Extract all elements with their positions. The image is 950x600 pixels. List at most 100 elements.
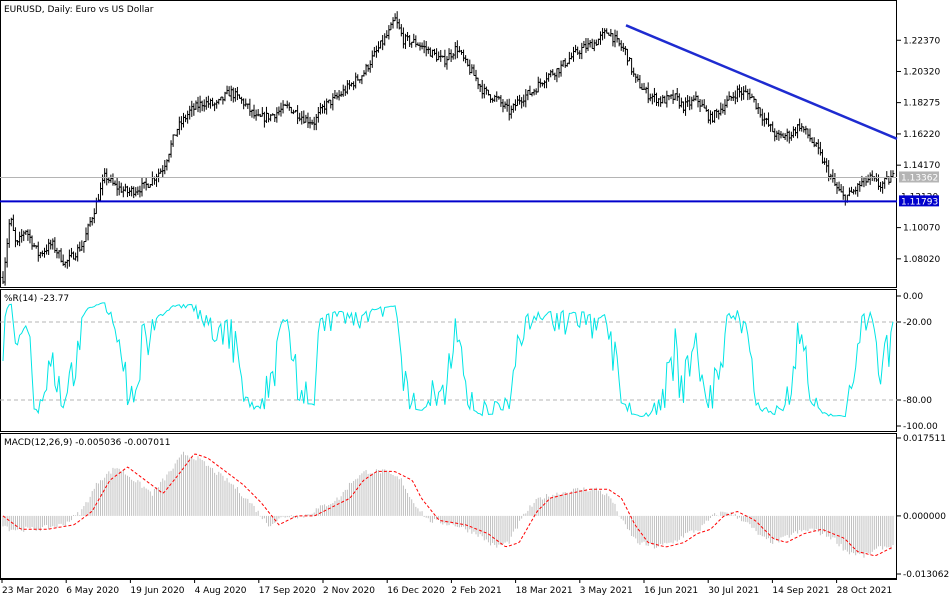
ohlc-bar	[605, 28, 609, 34]
ohlc-bar	[503, 101, 507, 109]
ohlc-bar	[654, 92, 658, 106]
ohlc-bar	[381, 35, 385, 51]
ohlc-bar	[113, 180, 117, 186]
ohlc-bar	[18, 231, 22, 247]
ohlc-bar	[580, 42, 584, 60]
ohlc-bar	[252, 104, 256, 119]
ohlc-bar	[474, 69, 478, 82]
ohlc-bar	[885, 171, 889, 180]
ohlc-bar	[509, 105, 513, 119]
wpr-tick-label: -80.00	[903, 396, 932, 406]
ohlc-bar	[399, 24, 403, 37]
macd-series	[2, 451, 894, 558]
ohlc-bar	[196, 96, 200, 113]
ohlc-bar	[536, 76, 540, 93]
ohlc-bar	[520, 97, 524, 109]
ohlc-bar	[586, 38, 590, 52]
ohlc-bar	[45, 244, 49, 255]
ohlc-bar	[310, 119, 314, 125]
ohlc-bar	[555, 68, 559, 83]
trendline[interactable]	[625, 24, 898, 140]
ohlc-bar	[879, 181, 883, 192]
ohlc-bar	[872, 176, 876, 182]
ohlc-bar	[366, 64, 370, 72]
ohlc-bar	[862, 176, 866, 188]
ohlc-bar	[518, 94, 522, 105]
ohlc-bar	[489, 94, 493, 103]
time-tick-label: 30 Jul 2021	[708, 586, 759, 596]
ohlc-bar	[3, 257, 7, 286]
ohlc-bar	[615, 30, 619, 43]
ohlc-bar	[22, 230, 26, 242]
ohlc-bar	[287, 102, 291, 111]
wpr-tick-label: -100.00	[903, 422, 938, 432]
ohlc-bar	[584, 38, 588, 53]
ohlc-bar	[132, 186, 136, 199]
ohlc-bar	[646, 82, 650, 104]
ohlc-bar	[684, 97, 688, 116]
ohlc-bar	[823, 157, 827, 165]
ohlc-bar	[609, 28, 613, 37]
ohlc-bar	[379, 40, 383, 49]
ohlc-bar	[793, 127, 797, 137]
macd-header: MACD(12,26,9) -0.005036 -0.007011	[4, 438, 170, 448]
ohlc-bar	[760, 108, 764, 126]
ohlc-bar	[559, 60, 563, 77]
ohlc-bar	[588, 40, 592, 48]
ohlc-bar	[729, 95, 733, 101]
ohlc-bar	[671, 89, 675, 104]
ohlc-bar	[663, 95, 667, 104]
ohlc-bar	[343, 85, 347, 96]
ohlc-bar	[636, 74, 640, 82]
ohlc-bar	[300, 111, 304, 125]
ohlc-bar	[453, 41, 457, 60]
ohlc-bar	[737, 84, 741, 98]
price-panel-frame	[0, 0, 897, 288]
ohlc-bar	[51, 238, 55, 250]
ohlc-bar	[227, 86, 231, 97]
ohlc-bar	[264, 106, 268, 124]
ohlc-bar	[613, 29, 617, 48]
ohlc-bar	[576, 46, 580, 55]
time-tick-label: 3 May 2021	[580, 586, 633, 596]
macd-signal-line	[2, 453, 894, 557]
ohlc-bar	[713, 110, 717, 123]
ohlc-bar	[507, 98, 511, 121]
ohlc-bar	[443, 49, 447, 68]
ohlc-bar	[553, 72, 557, 81]
ohlc-bar	[260, 107, 264, 117]
ohlc-bar	[868, 172, 872, 185]
ohlc-bar	[410, 41, 414, 48]
ohlc-bar	[843, 194, 847, 206]
ohlc-bar	[333, 90, 337, 99]
ohlc-bar	[298, 112, 302, 122]
ohlc-bar	[478, 83, 482, 92]
ohlc-bar	[472, 64, 476, 77]
ohlc-bar	[320, 104, 324, 114]
ohlc-bar	[578, 50, 582, 59]
ohlc-bar	[572, 46, 576, 62]
ohlc-bar	[758, 107, 762, 118]
time-tick-label: 16 Dec 2020	[387, 586, 445, 596]
ohlc-bar	[789, 131, 793, 141]
ohlc-bar	[233, 87, 237, 102]
ohlc-bar	[632, 67, 636, 77]
ohlc-bar	[524, 89, 528, 108]
ohlc-bar	[717, 109, 721, 120]
ohlc-bar	[783, 133, 787, 141]
ohlc-bar	[339, 91, 343, 97]
time-tick-label: 2 Feb 2021	[451, 586, 501, 596]
ohlc-bar	[26, 229, 30, 241]
time-tick-label: 2 Nov 2020	[323, 586, 375, 596]
ohlc-bar	[47, 238, 51, 256]
ohlc-bar	[175, 128, 179, 137]
ohlc-bar	[42, 247, 46, 258]
ohlc-bar	[569, 52, 573, 60]
ohlc-bar	[389, 22, 393, 31]
ohlc-bar	[798, 118, 802, 132]
symbol-header: EURUSD, Daily: Euro vs US Dollar	[4, 5, 154, 15]
ohlc-bar	[119, 182, 123, 193]
ohlc-bar	[105, 168, 109, 186]
